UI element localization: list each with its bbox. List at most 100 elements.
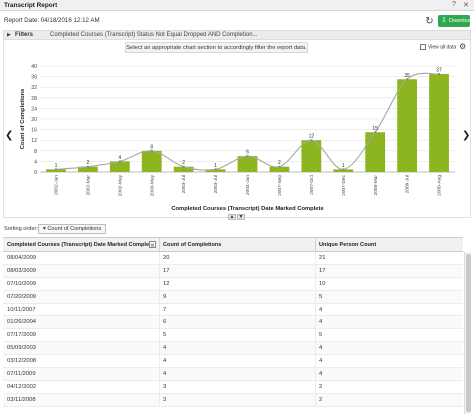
col-header-unique[interactable]: Unique Person Count	[319, 242, 377, 248]
table-header: Completed Courses (Transcript) Date Mark…	[3, 237, 463, 252]
cell-date: 03/12/2008	[7, 358, 37, 365]
chart-prev-arrow-icon[interactable]: ❮	[5, 130, 14, 141]
table-row[interactable]: 07/10/2009 12 10	[3, 277, 463, 291]
y-axis-title: Count of Completions	[20, 89, 26, 150]
x-tick-label: 2007-Oct	[309, 174, 315, 194]
cell-count: 6	[163, 319, 167, 326]
cell-unique: 2	[319, 396, 323, 403]
data-label: 1	[214, 163, 217, 169]
cell-count: 4	[163, 345, 167, 352]
x-tick-label: 2007-Sep	[277, 175, 283, 196]
cell-count: 7	[163, 306, 167, 313]
sort-label: Sorting order:	[4, 226, 38, 232]
cell-divider	[159, 264, 160, 277]
cell-unique: 4	[319, 345, 323, 352]
cell-divider	[159, 355, 160, 368]
y-tick-label: 40	[31, 64, 37, 70]
x-tick-label: 2002-Mar	[85, 175, 91, 196]
cell-count: 3	[163, 383, 167, 390]
column-divider[interactable]	[159, 238, 160, 251]
chart-bar[interactable]	[173, 166, 194, 172]
panel-splitter[interactable]: ▲ ▼	[228, 214, 246, 220]
chart-bar[interactable]	[237, 156, 258, 172]
trend-point	[406, 78, 409, 81]
trend-point	[54, 168, 58, 171]
x-tick-label: 2004-Jan	[245, 175, 251, 195]
download-button[interactable]: ⇩ Download	[438, 15, 474, 27]
x-tick-label: 2002-Jan	[54, 175, 60, 195]
cell-unique: 17	[319, 267, 326, 274]
cell-divider	[315, 329, 316, 342]
table-row[interactable]: 03/12/2008 4 4	[3, 355, 463, 369]
chart-bar[interactable]	[429, 73, 449, 172]
help-icon[interactable]: ?	[452, 1, 456, 8]
table-row[interactable]: 01/26/2004 6 4	[3, 316, 463, 330]
table-row[interactable]: 07/11/2009 4 4	[3, 368, 463, 381]
chart-bar[interactable]	[77, 166, 98, 172]
x-tick-label: 2003-May	[149, 174, 155, 196]
collapse-up-icon[interactable]: ▲	[228, 214, 236, 220]
y-tick-label: 12	[31, 138, 37, 144]
trend-point	[150, 149, 153, 152]
chart-bar[interactable]	[269, 166, 290, 172]
table-row[interactable]: 04/12/2002 3 2	[3, 380, 463, 394]
sort-chip[interactable]: ▾ Count of Completions	[38, 224, 107, 234]
cell-count: 4	[163, 358, 167, 365]
filters-bar[interactable]: ▶ Filters Completed Courses (Transcript)…	[3, 30, 471, 40]
cell-unique: 4	[319, 358, 323, 365]
chart-bar[interactable]	[46, 169, 66, 172]
gear-icon[interactable]: ⚙	[459, 42, 467, 51]
chart-bar[interactable]	[301, 140, 322, 172]
chart-next-arrow-icon[interactable]: ❯	[462, 130, 471, 141]
col-header-date[interactable]: Completed Courses (Transcript) Date Mark…	[7, 242, 155, 248]
chart-bar[interactable]	[333, 169, 354, 172]
trend-point	[278, 165, 281, 168]
y-tick-label: 20	[31, 117, 37, 123]
chart-bar[interactable]	[109, 161, 130, 172]
y-tick-label: 32	[31, 85, 37, 91]
table-scrollbar[interactable]	[464, 252, 471, 414]
table-body: 08/04/2009 20 21 08/03/2009 17 17 07/10/2009 12…	[3, 252, 463, 407]
chart-bar[interactable]	[205, 169, 226, 172]
view-all-data-toggle[interactable]: View all data	[420, 44, 456, 50]
download-label: Download	[449, 18, 474, 24]
y-tick-label: 24	[31, 106, 37, 112]
cell-divider	[315, 264, 316, 277]
cell-divider	[159, 380, 160, 393]
cell-divider	[159, 277, 160, 290]
column-divider[interactable]	[315, 238, 316, 251]
data-label: 35	[404, 73, 410, 79]
scrollbar-thumb[interactable]	[466, 254, 471, 412]
table-row[interactable]: 08/04/2009 20 21	[3, 252, 463, 265]
data-label: 2	[182, 160, 185, 166]
cell-divider	[315, 380, 316, 393]
table-row[interactable]: 03/11/2008 3 2	[3, 393, 463, 407]
chart-bar[interactable]	[141, 150, 162, 172]
table-row[interactable]: 10/11/2007 7 4	[3, 303, 463, 317]
data-label: 6	[246, 150, 249, 156]
chart-bar[interactable]	[397, 79, 418, 172]
cell-divider	[159, 329, 160, 342]
data-label: 12	[309, 134, 315, 140]
col-header-count[interactable]: Count of Completions	[163, 242, 222, 248]
table-row[interactable]: 08/03/2009 17 17	[3, 264, 463, 278]
report-date-bar: Report Date: 04/18/2016 12:12 AM	[0, 11, 474, 30]
y-tick-label: 36	[31, 75, 37, 81]
chart-tooltip: Select an appropriate chart section to a…	[125, 42, 308, 53]
table-row[interactable]: 07/20/2009 9 5	[3, 290, 463, 304]
view-all-checkbox[interactable]	[420, 44, 426, 50]
data-label: 8	[150, 144, 153, 150]
data-label: 1	[342, 163, 345, 169]
table-row[interactable]: 05/09/2003 4 4	[3, 342, 463, 356]
table-row[interactable]: 07/17/2009 5 5	[3, 329, 463, 343]
column-menu-icon[interactable]: ▤	[149, 241, 156, 248]
expand-down-icon[interactable]: ▼	[237, 214, 245, 220]
expand-triangle-icon[interactable]: ▶	[7, 32, 11, 38]
cell-unique: 21	[319, 255, 326, 261]
filters-summary: Completed Courses (Transcript) Status No…	[50, 32, 258, 38]
chart-bar[interactable]	[365, 132, 386, 172]
refresh-icon[interactable]: ↻	[425, 16, 434, 27]
cell-divider	[315, 355, 316, 368]
close-icon[interactable]: ✕	[463, 2, 469, 9]
